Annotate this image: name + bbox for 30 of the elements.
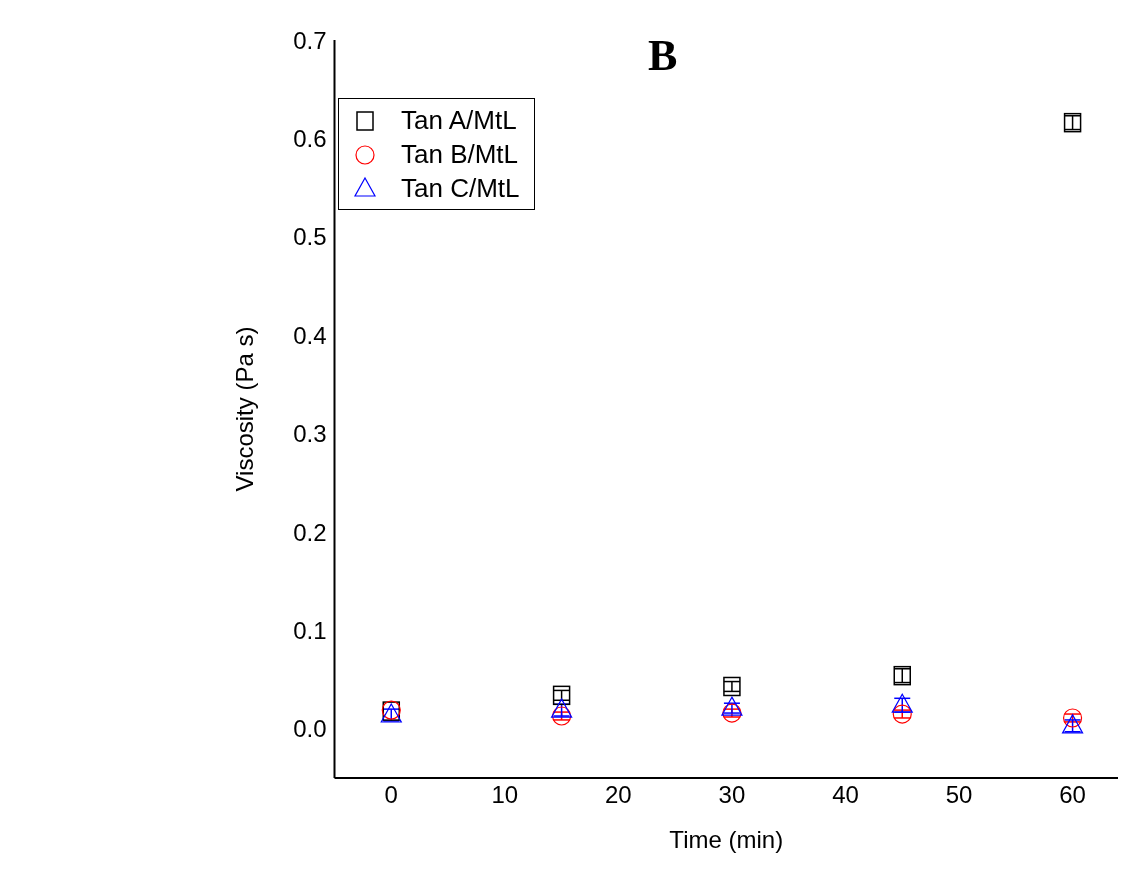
- y-tick-label: 0.0: [293, 715, 327, 743]
- point: [551, 698, 573, 718]
- point: [723, 676, 741, 697]
- x-tick-label: 30: [718, 781, 746, 809]
- legend-label: Tan A/MtL: [401, 104, 517, 137]
- y-tick-label: 0.5: [293, 223, 327, 251]
- y-tick-label: 0.2: [293, 518, 327, 546]
- legend-label: Tan C/MtL: [401, 172, 520, 205]
- x-tick-label: 10: [491, 781, 519, 809]
- x-tick-label: 60: [1059, 781, 1086, 809]
- x-tick-label: 50: [945, 781, 973, 809]
- point: [892, 704, 912, 724]
- x-tick-label: 0: [384, 781, 398, 809]
- point: [722, 703, 742, 723]
- point: [552, 706, 572, 726]
- x-tick-label: 20: [605, 781, 632, 809]
- point: [1061, 714, 1084, 734]
- point: [1062, 708, 1083, 728]
- y-tick-label: 0.4: [293, 321, 327, 349]
- legend-label: Tan B/MtL: [401, 138, 519, 171]
- x-axis-title: Time (min): [669, 826, 784, 853]
- point: [721, 696, 743, 716]
- y-axis-title: Viscosity (Pa s): [231, 326, 259, 492]
- y-tick-label: 0.1: [293, 616, 327, 644]
- chart-title: B: [648, 30, 678, 81]
- x-tick-label: 40: [832, 781, 859, 809]
- point: [552, 685, 571, 706]
- y-tick-label: 0.6: [293, 124, 327, 152]
- y-tick-label: 0.3: [293, 420, 327, 448]
- y-tick-label: 0.7: [293, 26, 327, 54]
